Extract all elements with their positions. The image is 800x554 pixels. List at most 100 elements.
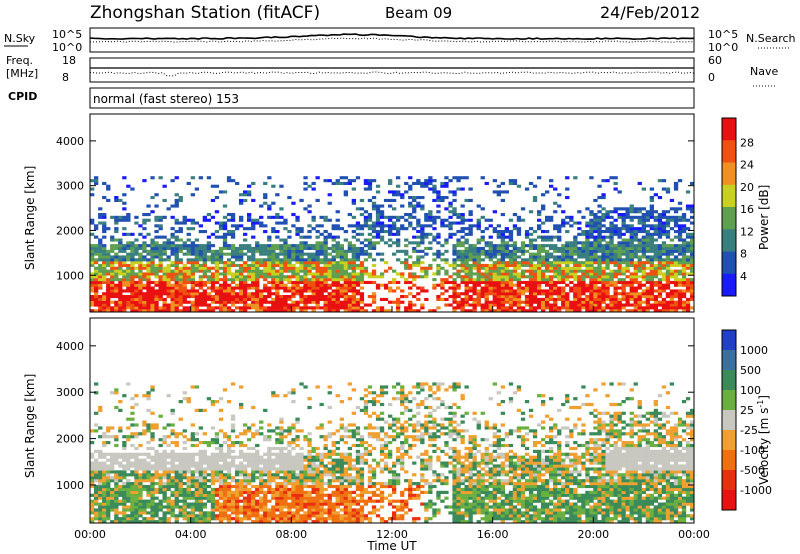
echo-cell (170, 215, 175, 219)
echo-cell (190, 508, 195, 512)
echo-cell (303, 275, 308, 279)
echo-cell (186, 490, 191, 494)
echo-cell (247, 508, 252, 512)
echo-cell (275, 300, 280, 304)
echo-cell (412, 246, 417, 250)
echo-cell (396, 249, 401, 253)
echo-cell (122, 300, 127, 304)
echo-cell (569, 275, 574, 279)
echo-cell (553, 235, 558, 239)
echo-cell (601, 275, 606, 279)
echo-cell (214, 464, 220, 468)
echo-cell (130, 289, 135, 293)
echo-cell (130, 435, 135, 439)
echo-cell (194, 461, 199, 465)
echo-cell (198, 426, 203, 430)
echo-cell (206, 269, 212, 273)
echo-cell (681, 295, 687, 299)
echo-cell (186, 261, 191, 265)
echo-cell (621, 238, 626, 242)
echo-cell (311, 295, 316, 299)
echo-cell (102, 443, 107, 448)
echo-cell (247, 193, 252, 197)
echo-cell (460, 278, 465, 282)
echo-cell (146, 493, 151, 497)
echo-cell (255, 300, 260, 304)
echo-cell (158, 258, 163, 262)
echo-cell (347, 224, 352, 228)
echo-cell (243, 263, 248, 267)
freq-tick-top: 18 (62, 54, 76, 67)
echo-cell (154, 295, 159, 299)
echo-cell (210, 511, 216, 515)
echo-cell (247, 487, 252, 492)
echo-cell (214, 278, 220, 282)
echo-cell (162, 470, 167, 474)
echo-cell (279, 246, 284, 250)
echo-cell (110, 426, 115, 430)
echo-cell (218, 258, 224, 262)
echo-cell (102, 309, 107, 313)
echo-cell (327, 269, 332, 273)
echo-cell (150, 517, 155, 521)
echo-cell (629, 286, 634, 290)
echo-cell (532, 244, 538, 248)
echo-cell (553, 210, 558, 214)
echo-cell (524, 300, 530, 304)
echo-cell (557, 261, 562, 265)
echo-cell (255, 275, 260, 279)
echo-cell (138, 278, 143, 282)
echo-cell (585, 258, 590, 262)
echo-cell (263, 283, 268, 287)
echo-cell (561, 246, 566, 250)
echo-cell (585, 295, 590, 299)
echo-cell (524, 286, 530, 290)
echo-cell (162, 300, 167, 304)
echo-cell (420, 181, 425, 185)
echo-cell (424, 235, 429, 239)
echo-cell (158, 278, 163, 282)
echo-cell (146, 309, 151, 313)
echo-cell (98, 520, 103, 524)
echo-cell (166, 479, 171, 483)
echo-cell (210, 300, 216, 304)
echo-cell (190, 244, 195, 248)
echo-cell (106, 496, 111, 500)
echo-cell (565, 300, 570, 304)
echo-cell (174, 266, 179, 270)
echo-cell (198, 441, 203, 445)
echo-cell (206, 278, 212, 282)
echo-cell (110, 476, 115, 480)
echo-cell (114, 443, 119, 448)
echo-cell (677, 295, 683, 299)
echo-cell (138, 452, 143, 456)
echo-cell (114, 266, 119, 270)
echo-cell (259, 244, 264, 248)
echo-cell (561, 261, 566, 265)
echo-cell (94, 502, 99, 506)
echo-cell (605, 289, 610, 293)
echo-cell (279, 221, 284, 225)
echo-cell (90, 218, 95, 222)
echo-cell (174, 283, 179, 287)
echo-cell (114, 435, 119, 439)
echo-cell (371, 280, 377, 284)
echo-cell (102, 303, 107, 307)
echo-cell (158, 218, 163, 222)
echo-cell (553, 255, 558, 259)
echo-cell (613, 258, 618, 262)
echo-cell (532, 300, 538, 304)
echo-cell (106, 502, 111, 506)
echo-cell (669, 244, 675, 248)
echo-cell (255, 303, 260, 307)
echo-cell (488, 235, 493, 239)
echo-cell (424, 218, 429, 222)
echo-cell (251, 490, 256, 494)
echo-cell (609, 297, 614, 301)
echo-cell (222, 300, 228, 304)
echo-cell (271, 261, 276, 265)
echo-cell (158, 473, 163, 477)
echo-cell (355, 297, 361, 301)
echo-cell (383, 297, 389, 301)
echo-cell (468, 244, 473, 248)
